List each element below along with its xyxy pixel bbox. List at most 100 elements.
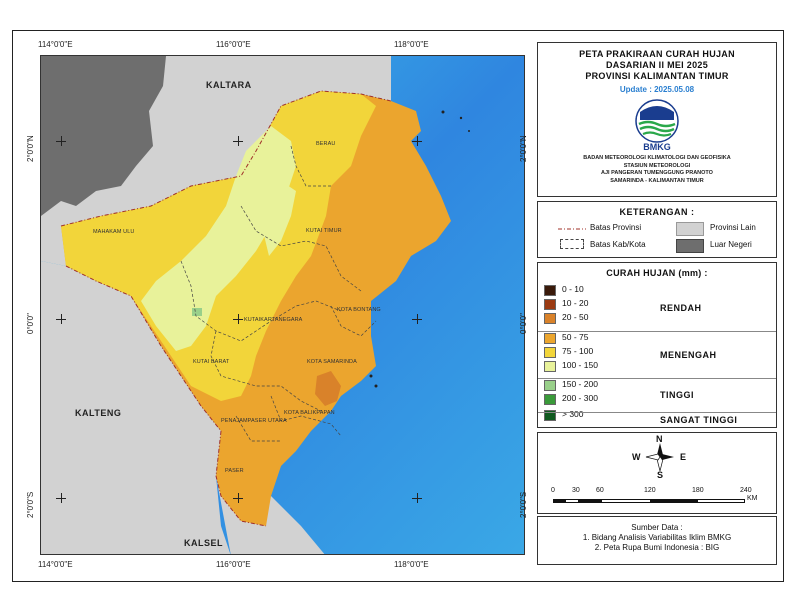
legend-swatch <box>544 285 556 296</box>
north-label: N <box>656 434 663 444</box>
regency-border <box>210 330 322 412</box>
graticule-cross <box>412 136 422 146</box>
graticule-cross <box>412 314 422 324</box>
regency-border <box>330 305 377 337</box>
institution-line-4: SAMARINDA - KALIMANTAN TIMUR <box>610 177 704 184</box>
regency-border-symbol <box>560 239 584 249</box>
province-label-kaltara: KALTARA <box>206 80 252 90</box>
rainfall-legend-panel: CURAH HUJAN (mm) : 0 - 10 10 - 20 20 - 50 5… <box>537 262 777 428</box>
legend-class-label: > 300 <box>562 409 584 419</box>
legend-class-label: 50 - 75 <box>562 332 589 342</box>
north-arrow-icon <box>645 443 674 472</box>
category-tinggi: TINGGI <box>660 390 694 400</box>
regency-label-kutai-timur: KUTAI TIMUR <box>306 228 342 234</box>
kaltim-rainfall-20-50 <box>315 371 341 406</box>
bmkg-logo-text: BMKG <box>643 142 671 152</box>
legend-class-label: 20 - 50 <box>562 312 589 322</box>
regency-label-kota-samarinda: KOTA SAMARINDA <box>307 359 357 365</box>
legend-swatch <box>544 347 556 358</box>
graticule-cross <box>233 493 243 503</box>
title-panel: PETA PRAKIRAAN CURAH HUJAN DASARIAN II M… <box>537 42 777 197</box>
island <box>369 374 373 378</box>
legend-batas-provinsi: Batas Provinsi <box>590 223 642 232</box>
graticule-cross <box>56 136 66 146</box>
scale-unit: KM <box>747 495 758 502</box>
lat-label-right-2s: 2°0'0"S <box>519 491 528 518</box>
graticule-cross <box>56 493 66 503</box>
category-rendah: RENDAH <box>660 303 702 313</box>
regency-label-paser: PASER <box>225 468 244 474</box>
institution-line-3: AJI PANGERAN TUMENGGUNG PRANOTO <box>601 170 713 176</box>
map-panel: KALTARA KALTENG KALSEL BERAU MAHAKAM ULU… <box>40 55 525 555</box>
source-panel: Sumber Data : 1. Bidang Analisis Variabi… <box>537 516 777 565</box>
source-line-1: 1. Bidang Analisis Variabilitas Iklim BM… <box>582 533 732 542</box>
map-title: PETA PRAKIRAAN CURAH HUJAN DASARIAN II M… <box>538 49 776 82</box>
keterangan-title: KETERANGAN : <box>619 207 695 217</box>
kaltim-rainfall-150-200 <box>192 308 202 316</box>
lon-label-top-116: 116°0'0"E <box>216 40 251 49</box>
category-sangat-tinggi: SANGAT TINGGI <box>660 415 738 425</box>
scale-tick-label: 240 <box>740 487 752 494</box>
scale-tick-label: 120 <box>644 487 656 494</box>
kaltim-rainfall-100-150 <box>141 126 296 351</box>
legend-swatch <box>544 313 556 324</box>
legend-separator <box>538 412 776 413</box>
legend-separator <box>538 378 776 379</box>
lon-label-top-118: 118°0'0"E <box>394 40 429 49</box>
regency-label-berau: BERAU <box>316 141 336 147</box>
foreign-swatch <box>676 239 704 253</box>
regency-border <box>270 395 342 437</box>
institution-line-1: BADAN METEOROLOGI KLIMATOLOGI DAN GEOFIS… <box>583 155 731 161</box>
regency-label-kutai-kartanegara: KUTAIKARTANEGARA <box>244 317 303 323</box>
east-label: E <box>680 452 687 462</box>
lon-label-bottom-114: 114°0'0"E <box>38 560 73 569</box>
graticule-cross <box>56 314 66 324</box>
legend-separator <box>538 331 776 332</box>
lat-label-left-2n: 2°0'0"N <box>26 135 35 162</box>
legend-swatch <box>544 380 556 391</box>
update-date: Update : 2025.05.08 <box>619 85 695 94</box>
regency-label-kutai-barat: KUTAI BARAT <box>193 359 230 365</box>
scale-bar <box>553 499 745 503</box>
legend-swatch <box>544 299 556 310</box>
source-line-2: 2. Peta Rupa Bumi Indonesia : BIG <box>594 543 720 552</box>
regency-border <box>180 260 342 342</box>
province-label-kalsel: KALSEL <box>184 538 223 548</box>
legend-class-label: 75 - 100 <box>562 346 594 356</box>
graticule-cross <box>412 493 422 503</box>
lon-label-bottom-116: 116°0'0"E <box>216 560 251 569</box>
legend-swatch <box>544 394 556 405</box>
foreign-country-region <box>41 56 166 216</box>
legend-luar-negeri: Luar Negeri <box>710 240 752 249</box>
regency-border <box>290 145 331 187</box>
keterangan-panel: KETERANGAN : Batas Provinsi Batas Kab/Ko… <box>537 201 777 258</box>
scale-tick-label: 30 <box>572 487 580 494</box>
legend-provinsi-lain: Provinsi Lain <box>710 223 756 232</box>
regency-label-penajam-paser-utara: PENAJAMPASER UTARA <box>221 418 287 424</box>
scale-panel: N S W E 0 30 60 120 180 240 KM <box>537 432 777 514</box>
island <box>459 116 463 120</box>
province-label-kalteng: KALTENG <box>75 408 122 418</box>
province-border <box>60 90 392 227</box>
lat-label-left-2s: 2°0'0"S <box>26 491 35 518</box>
lon-label-top-114: 114°0'0"E <box>38 40 73 49</box>
regency-label-kota-balikpapan: KOTA BALIKPAPAN <box>284 410 335 416</box>
kaltim-rainfall-100-150-b <box>263 181 296 256</box>
institution-block: BADAN METEOROLOGI KLIMATOLOGI DAN GEOFIS… <box>538 155 776 185</box>
source-title: Sumber Data : <box>631 523 683 532</box>
category-menengah: MENENGAH <box>660 350 717 360</box>
legend-class-label: 150 - 200 <box>562 379 598 389</box>
map-canvas <box>41 56 524 554</box>
south-label: S <box>657 470 664 480</box>
map-title-line-2: DASARIAN II MEI 2025 <box>605 60 709 70</box>
scale-tick-label: 0 <box>551 487 555 494</box>
map-frame <box>12 30 784 582</box>
lon-label-bottom-118: 118°0'0"E <box>394 560 429 569</box>
island <box>441 110 445 114</box>
source-block: Sumber Data : 1. Bidang Analisis Variabi… <box>538 523 776 553</box>
west-label: W <box>632 452 641 462</box>
legend-swatch <box>544 333 556 344</box>
kalteng-region <box>41 261 231 554</box>
regency-label-mahakam-ulu: MAHAKAM ULU <box>93 229 135 235</box>
scale-tick-label: 180 <box>692 487 704 494</box>
